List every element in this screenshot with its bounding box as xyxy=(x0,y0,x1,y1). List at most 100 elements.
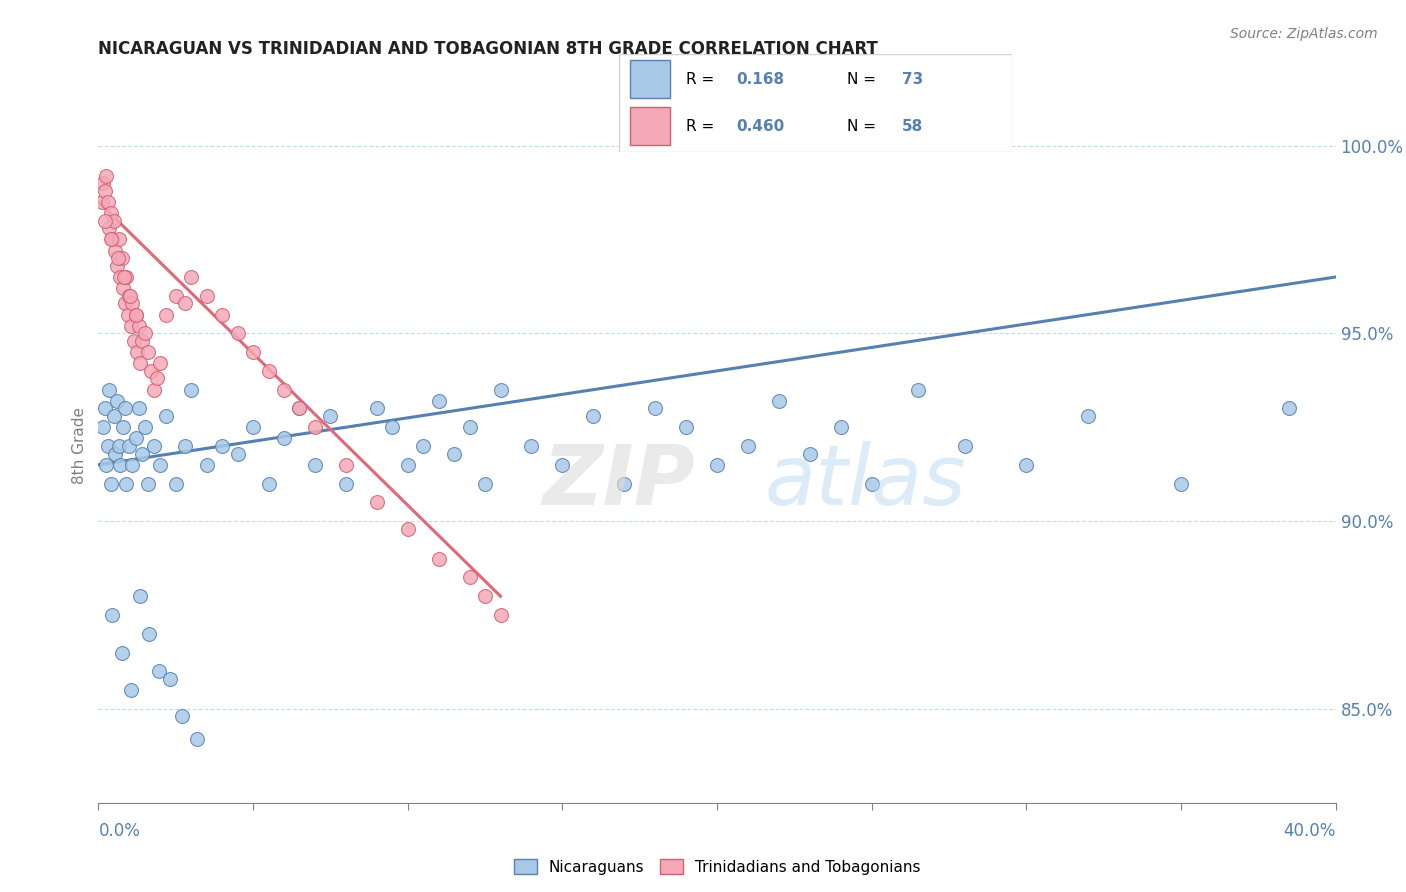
Point xyxy=(520,439,543,453)
Point xyxy=(304,420,326,434)
Text: R =: R = xyxy=(686,119,718,134)
Point xyxy=(1170,476,1192,491)
Point xyxy=(124,308,146,322)
Point xyxy=(644,401,666,416)
Point xyxy=(366,401,388,416)
Point xyxy=(335,458,357,472)
Point xyxy=(97,439,120,453)
Text: N =: N = xyxy=(846,119,880,134)
Point xyxy=(489,607,512,622)
Text: N =: N = xyxy=(846,71,880,87)
Point xyxy=(242,420,264,434)
Point xyxy=(257,476,280,491)
Point xyxy=(907,383,929,397)
Point xyxy=(115,476,138,491)
Point xyxy=(155,409,177,423)
Point xyxy=(131,446,153,460)
Point xyxy=(139,364,162,378)
Point xyxy=(114,296,136,310)
Point xyxy=(96,458,118,472)
Point xyxy=(186,731,208,746)
Point xyxy=(149,458,172,472)
Y-axis label: 8th Grade: 8th Grade xyxy=(72,408,87,484)
Point xyxy=(125,308,148,322)
Point xyxy=(112,281,135,295)
Point xyxy=(458,420,481,434)
Point xyxy=(211,308,233,322)
Point xyxy=(129,589,152,603)
Point xyxy=(242,345,264,359)
Point xyxy=(136,345,159,359)
Point xyxy=(108,458,131,472)
Point xyxy=(127,345,149,359)
Text: Source: ZipAtlas.com: Source: ZipAtlas.com xyxy=(1230,27,1378,41)
Point xyxy=(799,446,821,460)
Point xyxy=(211,439,233,453)
Point xyxy=(128,318,150,333)
Point xyxy=(830,420,852,434)
Point xyxy=(148,665,170,679)
Point xyxy=(551,458,574,472)
Point xyxy=(489,383,512,397)
Point xyxy=(1077,409,1099,423)
Point xyxy=(165,476,187,491)
Point xyxy=(103,213,125,227)
Text: 0.168: 0.168 xyxy=(737,71,785,87)
Point xyxy=(155,308,177,322)
Text: R =: R = xyxy=(686,71,718,87)
Point xyxy=(165,289,187,303)
Point xyxy=(1015,458,1038,472)
Point xyxy=(121,296,143,310)
Point xyxy=(98,221,121,235)
Point xyxy=(138,627,160,641)
Point xyxy=(105,393,128,408)
Point xyxy=(100,206,122,220)
Text: 73: 73 xyxy=(903,71,924,87)
Point xyxy=(180,383,202,397)
Text: 58: 58 xyxy=(903,119,924,134)
Point xyxy=(105,259,128,273)
Point xyxy=(860,476,883,491)
Point xyxy=(100,232,122,246)
Point xyxy=(129,356,152,370)
Point xyxy=(427,551,450,566)
Point xyxy=(114,401,136,416)
Point xyxy=(120,683,142,698)
Point xyxy=(108,270,131,285)
Point xyxy=(136,476,159,491)
Point xyxy=(118,289,141,303)
Point xyxy=(118,289,141,303)
Point xyxy=(180,270,202,285)
Point xyxy=(396,522,419,536)
Point xyxy=(443,446,465,460)
Point xyxy=(288,401,311,416)
Point xyxy=(146,371,169,385)
Point xyxy=(90,194,112,209)
Point xyxy=(103,409,125,423)
Point xyxy=(93,401,115,416)
Point xyxy=(174,439,197,453)
Point xyxy=(149,356,172,370)
Point xyxy=(134,326,156,341)
Bar xyxy=(630,61,669,98)
Point xyxy=(427,393,450,408)
Point xyxy=(706,458,728,472)
Point xyxy=(111,251,132,265)
Bar xyxy=(630,108,669,145)
Point xyxy=(104,244,127,258)
Point xyxy=(366,495,388,509)
Point xyxy=(107,439,129,453)
Point xyxy=(582,409,605,423)
Point xyxy=(170,709,193,723)
Point xyxy=(101,232,124,246)
Point xyxy=(107,232,129,246)
Point xyxy=(93,184,115,198)
Text: 0.0%: 0.0% xyxy=(98,822,141,839)
Point xyxy=(273,432,295,446)
Point xyxy=(112,420,135,434)
Point xyxy=(174,296,197,310)
Point xyxy=(134,420,156,434)
Point xyxy=(195,289,218,303)
Text: atlas: atlas xyxy=(765,442,966,522)
Point xyxy=(304,458,326,472)
